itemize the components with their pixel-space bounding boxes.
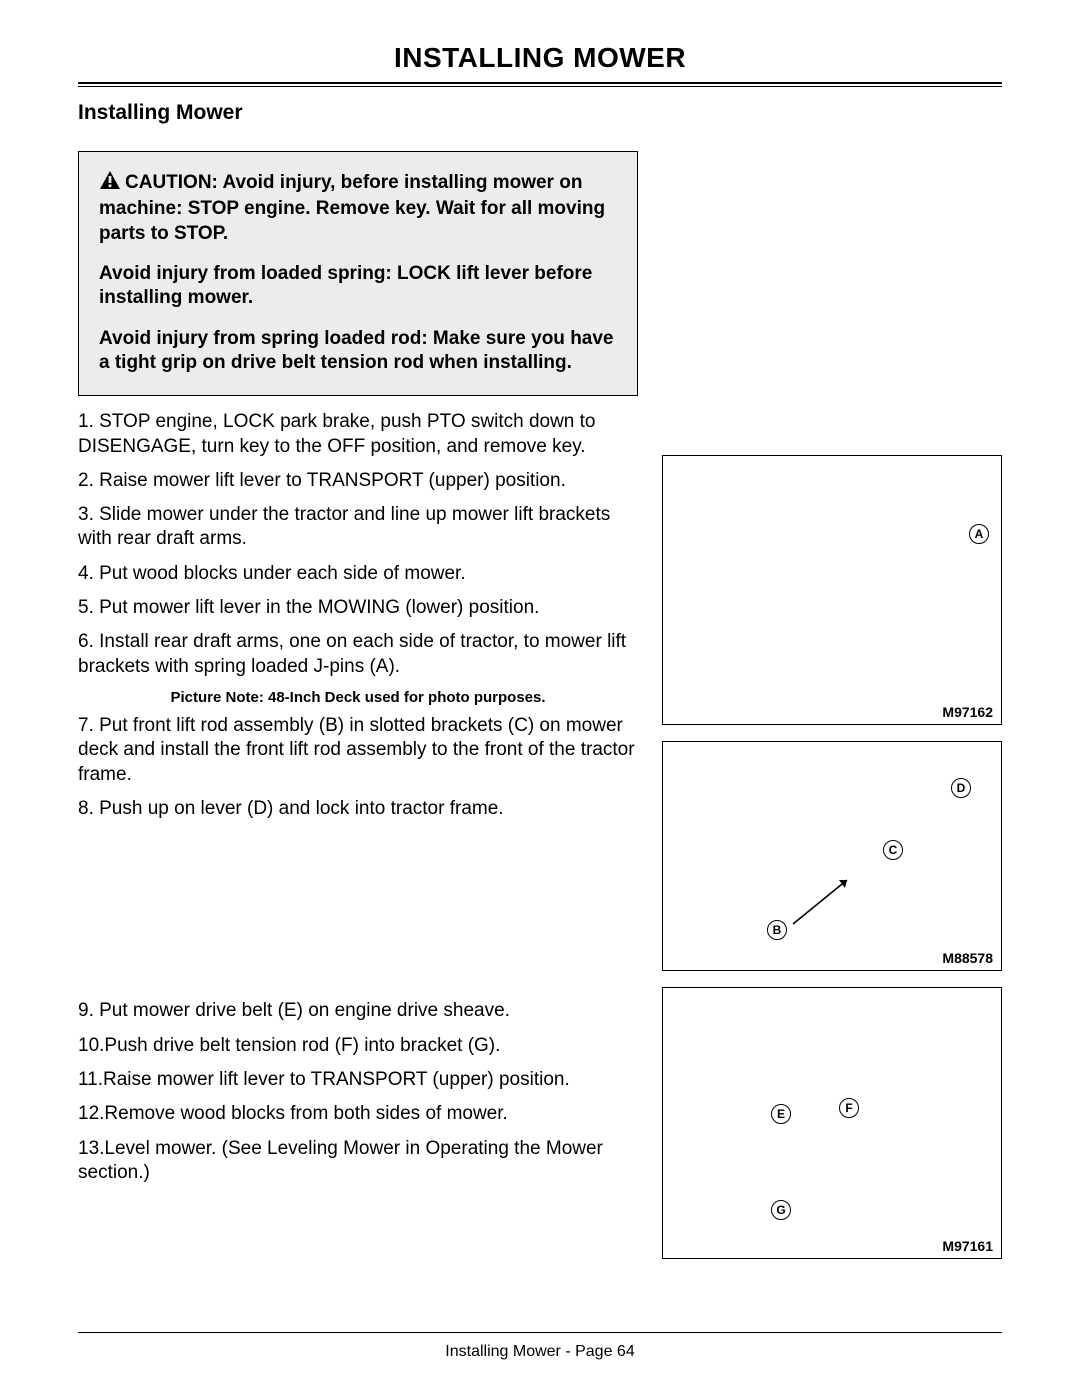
page-title: INSTALLING MOWER xyxy=(78,42,1002,82)
step-10: 10.Push drive belt tension rod (F) into … xyxy=(78,1034,638,1058)
caution-text-1: CAUTION: Avoid injury, before installing… xyxy=(99,172,605,244)
figure-3: E F G M97161 xyxy=(662,987,1002,1259)
step-9: 9. Put mower drive belt (E) on engine dr… xyxy=(78,999,638,1023)
arrow-icon xyxy=(789,872,859,928)
callout-a: A xyxy=(969,524,989,544)
figure-2: D C B M88578 xyxy=(662,741,1002,971)
caution-box: CAUTION: Avoid injury, before installing… xyxy=(78,151,638,396)
callout-g: G xyxy=(771,1200,791,1220)
figure-1-id: M97162 xyxy=(942,704,993,720)
right-column: A M97162 D C B M88578 E F G M97161 xyxy=(662,151,1002,1259)
step-3: 3. Slide mower under the tractor and lin… xyxy=(78,503,638,552)
step-8: 8. Push up on lever (D) and lock into tr… xyxy=(78,797,638,821)
caution-para-3: Avoid injury from spring loaded rod: Mak… xyxy=(99,327,617,376)
step-4: 4. Put wood blocks under each side of mo… xyxy=(78,562,638,586)
content-columns: CAUTION: Avoid injury, before installing… xyxy=(78,151,1002,1259)
section-heading: Installing Mower xyxy=(78,101,1002,125)
left-column: CAUTION: Avoid injury, before installing… xyxy=(78,151,638,1259)
step-13: 13.Level mower. (See Leveling Mower in O… xyxy=(78,1137,638,1186)
caution-para-2: Avoid injury from loaded spring: LOCK li… xyxy=(99,262,617,311)
callout-c: C xyxy=(883,840,903,860)
figure-2-id: M88578 xyxy=(942,950,993,966)
warning-triangle-icon xyxy=(99,170,121,197)
step-5: 5. Put mower lift lever in the MOWING (l… xyxy=(78,596,638,620)
caution-para-1: CAUTION: Avoid injury, before installing… xyxy=(99,170,617,246)
spacer xyxy=(662,151,1002,455)
spacer xyxy=(662,725,1002,741)
footer-text: Installing Mower - Page 64 xyxy=(0,1343,1080,1361)
step-1: 1. STOP engine, LOCK park brake, push PT… xyxy=(78,410,638,459)
spacer xyxy=(662,971,1002,987)
callout-d: D xyxy=(951,778,971,798)
title-rule xyxy=(78,82,1002,87)
callout-b: B xyxy=(767,920,787,940)
step-7: 7. Put front lift rod assembly (B) in sl… xyxy=(78,714,638,787)
step-6: 6. Install rear draft arms, one on each … xyxy=(78,630,638,679)
step-2: 2. Raise mower lift lever to TRANSPORT (… xyxy=(78,469,638,493)
figure-1: A M97162 xyxy=(662,455,1002,725)
footer-rule xyxy=(78,1332,1002,1333)
step-11: 11.Raise mower lift lever to TRANSPORT (… xyxy=(78,1068,638,1092)
callout-f: F xyxy=(839,1098,859,1118)
picture-note: Picture Note: 48-Inch Deck used for phot… xyxy=(78,689,638,706)
spacer xyxy=(78,831,638,999)
figure-3-id: M97161 xyxy=(942,1238,993,1254)
step-12: 12.Remove wood blocks from both sides of… xyxy=(78,1102,638,1126)
callout-e: E xyxy=(771,1104,791,1124)
